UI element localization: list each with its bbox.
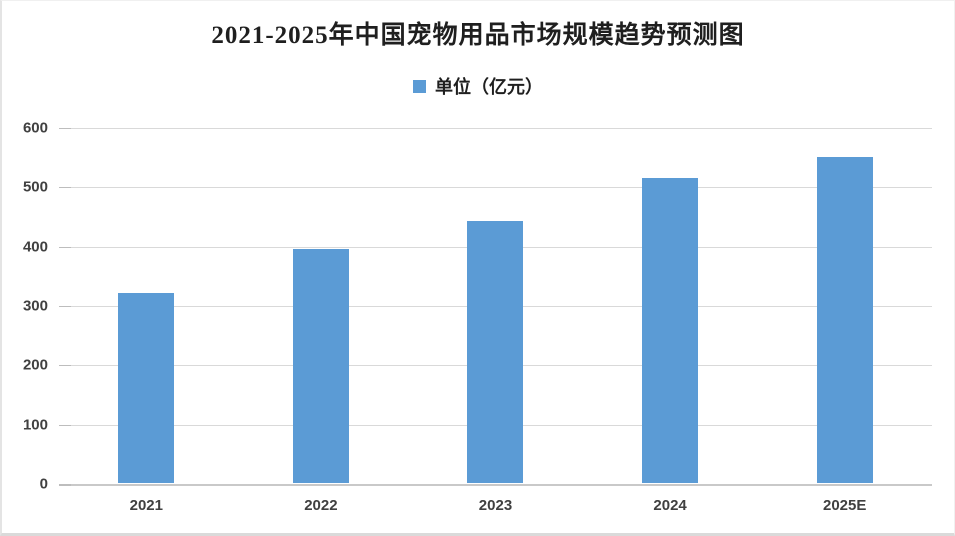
y-axis: 0 100 200 300 400 500 600 bbox=[2, 120, 50, 493]
bar-2021 bbox=[118, 293, 175, 483]
axis-tick bbox=[59, 128, 71, 129]
bar-slot bbox=[408, 127, 583, 483]
bar-slot bbox=[583, 127, 758, 483]
y-axis-tick-label: 200 bbox=[22, 356, 48, 374]
bar-2023 bbox=[467, 221, 524, 483]
chart-title: 2021-2025年中国宠物用品市场规模趋势预测图 bbox=[211, 22, 745, 49]
legend: 单位（亿元） bbox=[2, 73, 954, 99]
bars-layer bbox=[59, 127, 932, 483]
x-axis-line bbox=[59, 484, 932, 486]
x-axis-tick-label: 2022 bbox=[304, 497, 338, 514]
bar-slot bbox=[59, 127, 234, 483]
gridline bbox=[59, 128, 932, 129]
legend-swatch-icon bbox=[413, 79, 426, 93]
plot-area bbox=[59, 127, 932, 486]
y-axis-tick-label: 100 bbox=[22, 416, 48, 434]
axis-tick bbox=[59, 246, 71, 248]
x-axis-tick-label: 2025E bbox=[822, 497, 867, 514]
x-axis-tick-label: 2021 bbox=[129, 497, 163, 514]
x-axis: 2021 2022 2023 2024 2025E bbox=[59, 497, 932, 514]
y-axis-tick-label: 600 bbox=[22, 119, 48, 137]
y-axis-tick-label: 0 bbox=[39, 475, 48, 493]
axis-tick bbox=[59, 424, 71, 426]
bar-2022 bbox=[292, 248, 349, 483]
bar-slot bbox=[234, 127, 409, 483]
y-axis-tick-label: 500 bbox=[22, 178, 48, 196]
x-axis-tick-label: 2023 bbox=[478, 497, 513, 514]
bar-2024 bbox=[642, 178, 699, 483]
axis-tick bbox=[59, 306, 71, 307]
bar-slot bbox=[757, 127, 932, 483]
gridline bbox=[59, 187, 932, 189]
x-axis-tick-label: 2024 bbox=[653, 497, 687, 514]
bar-2025E bbox=[816, 156, 873, 483]
axis-tick bbox=[59, 187, 71, 189]
axis-tick bbox=[59, 365, 71, 367]
y-axis-tick-label: 400 bbox=[22, 238, 48, 256]
y-axis-tick-label: 300 bbox=[22, 297, 48, 315]
legend-label: 单位（亿元） bbox=[435, 77, 543, 97]
axis-tick bbox=[59, 484, 71, 486]
